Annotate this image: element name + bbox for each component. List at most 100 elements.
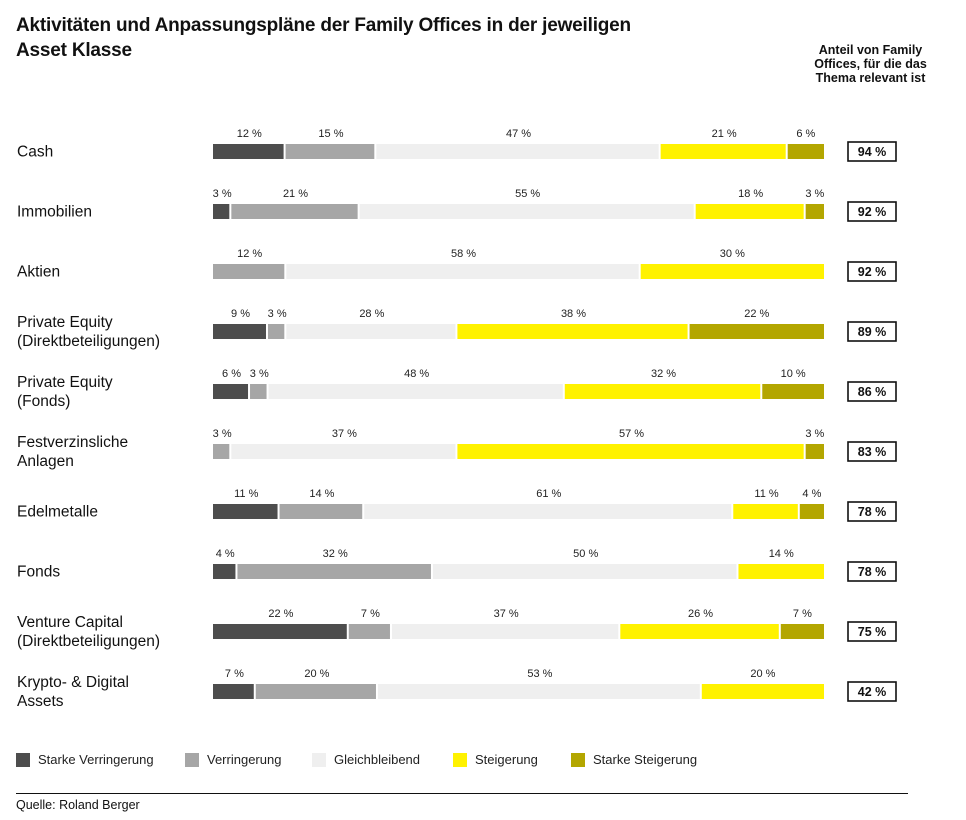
category-label: Fonds <box>17 564 60 581</box>
share-box <box>847 261 897 282</box>
category-label: Cash <box>17 144 53 161</box>
legend-item: Starke Steigerung <box>571 752 697 767</box>
share-value: 75 % <box>858 625 887 639</box>
bar-segment <box>689 324 824 339</box>
data-label: 48 % <box>404 368 429 380</box>
data-label: 32 % <box>323 548 348 560</box>
legend: Starke Verringerung Verringerung Gleichble… <box>16 752 776 770</box>
bar-segment <box>564 384 761 399</box>
data-label: 3 % <box>250 368 269 380</box>
source-divider <box>16 793 908 794</box>
bar-segment <box>279 504 363 519</box>
category-label: Immobilien <box>17 204 92 221</box>
category-label: Festverzinsliche Anlagen <box>17 434 128 470</box>
data-label: 21 % <box>712 128 737 140</box>
data-label: 3 % <box>213 188 232 200</box>
data-label: 7 % <box>793 608 812 620</box>
data-label: 20 % <box>750 668 775 680</box>
share-box <box>847 621 897 642</box>
data-label: 57 % <box>619 428 644 440</box>
data-label: 37 % <box>494 608 519 620</box>
bar-segment <box>213 264 285 279</box>
legend-swatch <box>185 752 199 767</box>
category-label: Edelmetalle <box>17 504 98 521</box>
data-label: 32 % <box>651 368 676 380</box>
share-box <box>847 681 897 702</box>
data-label: 22 % <box>744 308 769 320</box>
data-label: 20 % <box>304 668 329 680</box>
bar-segment <box>640 264 824 279</box>
bar-segment <box>359 204 694 219</box>
share-box <box>847 141 897 162</box>
share-box <box>847 561 897 582</box>
bar-segment <box>213 384 249 399</box>
bar-segment <box>286 324 456 339</box>
category-label: Private Equity (Fonds) <box>17 374 113 410</box>
bar-segment <box>213 324 266 339</box>
share-value: 92 % <box>858 205 887 219</box>
legend-item: Gleichbleibend <box>312 752 420 767</box>
bar-segment <box>787 144 824 159</box>
share-value: 92 % <box>858 265 887 279</box>
bar-segment <box>799 504 824 519</box>
bar-segment <box>805 204 824 219</box>
bar-segment <box>695 204 804 219</box>
share-value: 86 % <box>858 385 887 399</box>
data-label: 55 % <box>515 188 540 200</box>
bar-segment <box>780 624 824 639</box>
bar-segment <box>268 384 563 399</box>
legend-item: Steigerung <box>453 752 538 767</box>
data-label: 3 % <box>805 428 824 440</box>
data-label: 58 % <box>451 248 476 260</box>
bar-segment <box>805 444 824 459</box>
category-label: Private Equity (Direktbeteiligungen) <box>17 314 160 350</box>
data-label: 6 % <box>796 128 815 140</box>
share-value: 78 % <box>858 565 887 579</box>
bar-segment <box>701 684 824 699</box>
data-label: 12 % <box>237 248 262 260</box>
bar-segment <box>376 144 659 159</box>
bar-segment <box>231 204 358 219</box>
bar-segment <box>457 324 688 339</box>
data-label: 6 % <box>222 368 241 380</box>
share-box <box>847 321 897 342</box>
share-value: 78 % <box>858 505 887 519</box>
data-label: 4 % <box>216 548 235 560</box>
data-label: 7 % <box>361 608 380 620</box>
share-box <box>847 381 897 402</box>
share-box <box>847 501 897 522</box>
bar-segment <box>391 624 619 639</box>
legend-swatch <box>453 752 467 767</box>
share-value: 89 % <box>858 325 887 339</box>
data-label: 18 % <box>738 188 763 200</box>
stacked-bar-chart: Cash 12 % 15 % 47 % 21 % 6 % 94 % Immobilien 3 %… <box>17 128 897 710</box>
bar-segment <box>213 504 278 519</box>
bar-segment <box>738 564 824 579</box>
data-label: 15 % <box>318 128 343 140</box>
share-box <box>847 441 897 462</box>
bar-segment <box>213 144 284 159</box>
data-label: 7 % <box>225 668 244 680</box>
data-label: 3 % <box>805 188 824 200</box>
data-label: 37 % <box>332 428 357 440</box>
legend-label: Starke Steigerung <box>593 752 698 767</box>
bar-segment <box>213 204 230 219</box>
bar-segment <box>364 504 732 519</box>
data-label: 3 % <box>213 428 232 440</box>
chart-title: Aktivitäten und Anpassungspläne der Fami… <box>16 15 631 61</box>
data-label: 26 % <box>688 608 713 620</box>
bar-segment <box>213 444 230 459</box>
data-label: 21 % <box>283 188 308 200</box>
bar-segment <box>733 504 798 519</box>
data-label: 50 % <box>573 548 598 560</box>
bar-segment <box>348 624 390 639</box>
data-label: 30 % <box>720 248 745 260</box>
share-box <box>847 201 897 222</box>
share-value: 94 % <box>858 145 887 159</box>
data-label: 14 % <box>309 488 334 500</box>
bar-segment <box>762 384 824 399</box>
data-label: 38 % <box>561 308 586 320</box>
data-label: 12 % <box>237 128 262 140</box>
legend-label: Verringerung <box>207 752 282 767</box>
bar-segment <box>237 564 431 579</box>
